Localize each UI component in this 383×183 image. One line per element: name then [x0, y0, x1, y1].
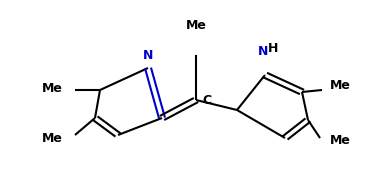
- Text: Me: Me: [330, 134, 351, 147]
- Text: Me: Me: [330, 79, 351, 92]
- Text: N: N: [143, 49, 153, 62]
- Text: H: H: [268, 42, 278, 55]
- Text: N: N: [258, 45, 268, 58]
- Text: Me: Me: [185, 19, 206, 32]
- Text: Me: Me: [42, 132, 63, 145]
- Text: Me: Me: [42, 81, 63, 94]
- Text: C: C: [202, 94, 211, 107]
